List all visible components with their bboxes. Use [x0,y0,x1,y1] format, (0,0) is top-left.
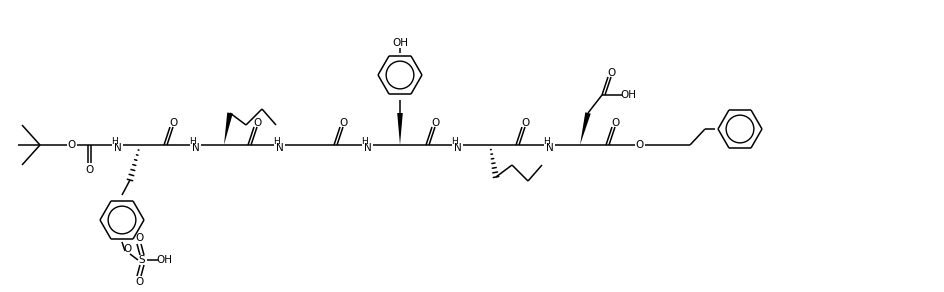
Polygon shape [580,112,591,145]
Text: H: H [451,136,459,145]
Text: O: O [636,140,644,150]
Text: H: H [544,136,550,145]
Text: OH: OH [156,255,172,265]
Text: N: N [547,143,554,153]
Text: H: H [274,136,280,145]
Text: O: O [339,118,347,128]
Text: O: O [611,118,619,128]
Text: O: O [68,140,76,150]
Text: O: O [136,277,144,287]
Text: O: O [253,118,261,128]
Text: OH: OH [392,38,408,48]
Text: H: H [190,136,196,145]
Text: O: O [136,233,144,243]
Polygon shape [224,112,233,145]
Text: N: N [193,143,200,153]
Text: N: N [277,143,284,153]
Text: O: O [169,118,177,128]
Polygon shape [397,113,403,145]
Text: S: S [139,255,145,265]
Text: O: O [123,244,131,254]
Text: O: O [86,165,94,175]
Text: N: N [454,143,462,153]
Text: OH: OH [620,90,636,100]
Text: O: O [521,118,530,128]
Text: H: H [362,136,368,145]
Text: N: N [114,143,122,153]
Text: N: N [364,143,372,153]
Text: O: O [607,68,615,78]
Text: O: O [430,118,439,128]
Text: H: H [111,136,118,145]
